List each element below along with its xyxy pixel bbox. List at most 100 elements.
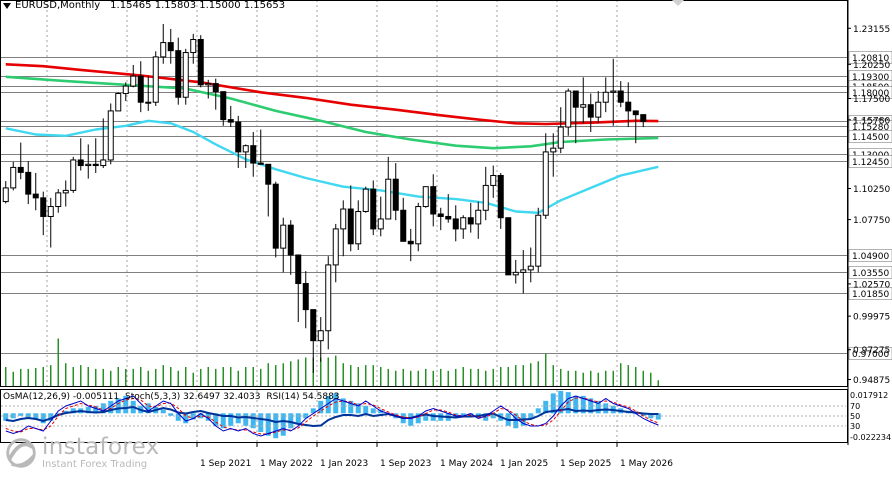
- candle-bear: [32, 193, 39, 199]
- level-label: 1.04900: [852, 252, 889, 262]
- candle-bull: [340, 208, 347, 230]
- price-tick-label: 0.99975: [853, 313, 890, 323]
- osma-bar: [348, 400, 354, 414]
- candle-bull: [160, 42, 167, 58]
- rsi-line: [5, 405, 659, 428]
- candle-bull: [2, 187, 9, 203]
- candle-bull: [610, 90, 617, 93]
- osma-bar: [123, 395, 129, 414]
- stoch-main-line: [5, 395, 659, 437]
- osma-bar: [70, 408, 76, 414]
- level-label: 1.14500: [852, 133, 889, 143]
- x-tick-label: 1 May 2022: [260, 459, 313, 469]
- level-label-box: [848, 266, 892, 279]
- osma-bar: [198, 413, 204, 419]
- osma-bar: [325, 395, 331, 414]
- price-tick-label: 0.94875: [853, 376, 890, 386]
- osma-bar: [640, 413, 646, 416]
- candle-bear: [452, 218, 459, 230]
- candle-bear: [625, 101, 632, 112]
- osma-bar: [550, 393, 556, 414]
- candle-bull: [100, 159, 107, 167]
- candle-bear: [445, 215, 452, 220]
- osma-bar: [288, 413, 294, 429]
- candle-bull: [62, 189, 69, 194]
- osma-bar: [543, 400, 549, 414]
- osma-bar: [280, 413, 286, 436]
- osma-bar: [415, 413, 421, 424]
- candle-bull: [602, 91, 609, 103]
- osma-bar: [183, 413, 189, 424]
- scroll-marker-icon[interactable]: [672, 0, 684, 6]
- candle-bull: [317, 330, 324, 342]
- osma-top-label: 0.017912: [850, 391, 888, 400]
- level-label-box: [848, 287, 892, 300]
- candle-bear: [92, 163, 99, 167]
- x-tick-label: 1 Jan 2023: [320, 459, 368, 469]
- price-tick-label: 1.23155: [853, 25, 890, 35]
- candle-bear: [467, 217, 474, 225]
- candle-bear: [265, 163, 272, 185]
- indicator-header: OsMA(12,26,9) -0.005111 Stoch(5,3,3) 32.…: [3, 392, 340, 402]
- candle-bull: [520, 269, 527, 273]
- candle-bear: [392, 178, 399, 211]
- indicator-level-label: 50: [850, 412, 860, 421]
- osma-bar: [295, 413, 301, 424]
- osma-bar: [310, 408, 316, 414]
- candle-bear: [310, 309, 317, 342]
- level-label: 1.12450: [852, 158, 889, 168]
- osma-bar: [423, 413, 429, 421]
- candle-bear: [617, 90, 624, 103]
- collapse-triangle-icon[interactable]: [3, 2, 11, 9]
- price-tick-label: 0.97275: [853, 346, 890, 356]
- watermark-brand: instaforex: [42, 434, 160, 460]
- candle-bear: [40, 197, 47, 217]
- osma-bar: [408, 413, 414, 426]
- osma-bar: [363, 405, 369, 414]
- candle-bull: [145, 101, 152, 104]
- candle-bull: [325, 264, 332, 332]
- candle-bear: [497, 174, 504, 219]
- osma-bottom-label: -0.022234: [850, 433, 891, 442]
- candle-bear: [295, 254, 302, 285]
- osma-bar: [145, 403, 151, 414]
- price-tick-label: 1.15780: [853, 116, 890, 126]
- osma-bar: [33, 413, 39, 420]
- candle-bear: [287, 224, 294, 256]
- level-label-box: [848, 51, 892, 64]
- level-label: 0.97000: [852, 350, 889, 360]
- candle-bull: [377, 218, 384, 230]
- candle-bull: [482, 184, 489, 211]
- price-tick-label: 1.07750: [853, 216, 890, 226]
- rsi-label: RSI(14) 54.5883: [266, 392, 340, 402]
- level-label: 1.20810: [852, 54, 889, 64]
- candle-bull: [595, 101, 602, 118]
- candle-bull: [385, 178, 392, 220]
- candle-bear: [302, 283, 309, 311]
- osma-bar: [93, 405, 99, 414]
- level-label: 1.18000: [852, 89, 889, 99]
- candle-bull: [355, 211, 362, 245]
- candle-bear: [175, 50, 182, 98]
- osma-bar: [333, 393, 339, 414]
- level-label-box: [848, 130, 892, 143]
- candle-bear: [257, 162, 264, 165]
- osma-bar: [228, 413, 234, 426]
- stoch-label: Stoch(5,3,3) 32.6497 32.4033: [125, 392, 261, 402]
- osma-bar: [85, 407, 91, 414]
- candle-bull: [550, 147, 557, 153]
- candle-bull: [130, 75, 137, 87]
- x-tick-label: 1 Sep 2021: [200, 459, 251, 469]
- candle-bull: [55, 192, 62, 208]
- indicator-level-label: 30: [850, 422, 860, 431]
- candle-bull: [47, 206, 54, 217]
- candle-bull: [527, 265, 534, 271]
- indicator-level-label: 70: [850, 402, 860, 411]
- osma-bar: [558, 390, 564, 414]
- candle-bear: [235, 121, 242, 153]
- candle-bear: [220, 91, 227, 121]
- osma-bar: [460, 413, 466, 416]
- osma-bar: [18, 413, 24, 416]
